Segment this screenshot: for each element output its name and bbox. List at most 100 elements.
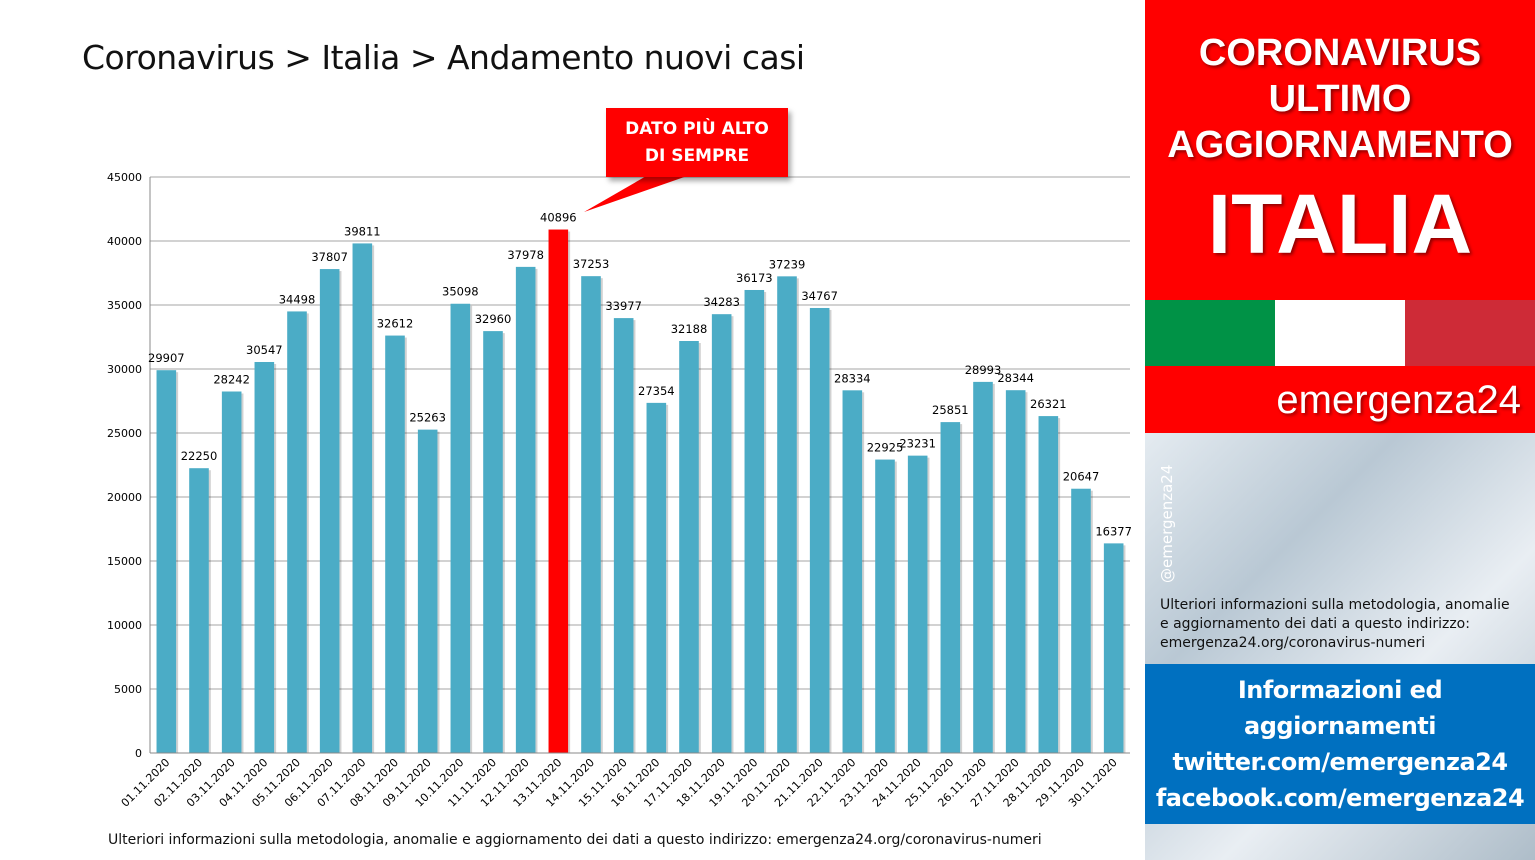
bar-shadow — [535, 268, 538, 753]
bar-shadow — [306, 313, 309, 753]
data-label: 30547 — [246, 343, 283, 357]
data-label: 40896 — [540, 211, 577, 225]
info-line-2: aggiornamenti — [1244, 712, 1436, 740]
data-label: 25851 — [932, 403, 969, 417]
bar — [319, 269, 340, 753]
facebook-link[interactable]: facebook.com/emergenza24 — [1155, 784, 1525, 812]
bar — [842, 390, 863, 753]
flag-red-band — [1405, 300, 1535, 366]
bar-shadow — [437, 431, 440, 753]
bar-chart: 0 5000 10000 15000 20000 25000 30000 35000 40000… — [107, 171, 1132, 810]
header-line-italia: ITALIA — [1207, 177, 1473, 271]
bar-shadow — [666, 404, 669, 753]
data-label: 29907 — [148, 351, 185, 365]
data-label: 28242 — [213, 373, 250, 387]
bar-highlight — [548, 229, 569, 754]
y-tick-label: 25000 — [107, 427, 142, 440]
data-label: 37239 — [769, 257, 806, 271]
bar — [417, 429, 438, 753]
y-tick-label: 15000 — [107, 555, 142, 568]
data-label: 34283 — [703, 295, 740, 309]
bar-shadow — [208, 470, 211, 753]
bar-shadow — [992, 383, 995, 753]
bar-shadow — [600, 278, 603, 753]
bar — [646, 402, 667, 753]
bar — [287, 311, 307, 753]
bar — [483, 331, 503, 753]
bar — [744, 289, 765, 753]
data-label: 34767 — [801, 289, 838, 303]
info-line-1: Informazioni ed — [1237, 676, 1443, 704]
bar — [515, 266, 536, 753]
y-tick-label: 20000 — [107, 491, 142, 504]
y-tick-label: 45000 — [107, 171, 142, 184]
bar-shadow — [829, 309, 832, 753]
y-tick-label: 0 — [135, 747, 142, 760]
bar — [1071, 488, 1091, 753]
bar-shadow — [764, 291, 767, 753]
data-label: 28334 — [834, 371, 871, 385]
data-label: 32188 — [671, 322, 708, 336]
bar-shadow — [176, 372, 179, 753]
twitter-link[interactable]: twitter.com/emergenza24 — [1172, 748, 1508, 776]
data-label: 34498 — [279, 292, 316, 306]
data-label: 39811 — [344, 224, 381, 238]
y-tick-label: 40000 — [107, 235, 142, 248]
bar — [613, 318, 634, 753]
data-label: 25263 — [409, 411, 446, 425]
y-tick-label: 35000 — [107, 299, 142, 312]
bar-shadow — [894, 461, 897, 753]
data-label: 23231 — [899, 437, 936, 451]
info-sidebar: CORONAVIRUS ULTIMO AGGIORNAMENTO ITALIA … — [1145, 0, 1535, 860]
bar-shadow — [731, 316, 734, 753]
data-label: 28344 — [997, 371, 1034, 385]
bar-shadow — [633, 320, 636, 753]
italian-flag — [1145, 300, 1535, 366]
bar-shadow — [502, 333, 505, 753]
flag-green-band — [1145, 300, 1275, 366]
header-line-coronavirus: CORONAVIRUS — [1198, 32, 1482, 74]
flag-white-band — [1275, 300, 1405, 366]
bar-shadow — [960, 424, 963, 753]
callout-line-1: DATO PIÙ ALTO — [625, 119, 769, 139]
grid-lines — [150, 176, 1130, 754]
bar — [940, 422, 961, 753]
data-label: 22250 — [181, 449, 218, 463]
bars — [156, 229, 1126, 754]
bar — [875, 459, 895, 753]
data-label: 37978 — [507, 248, 544, 262]
methodology-note: Ulteriori informazioni sulla metodologia… — [108, 832, 1042, 848]
data-label: 28993 — [965, 363, 1002, 377]
bar — [156, 370, 177, 753]
panel-methodology-note: Ulteriori informazioni sulla metodologia… — [1160, 596, 1532, 653]
bar-shadow — [1025, 392, 1028, 753]
bar — [352, 243, 373, 754]
bar — [907, 455, 928, 753]
bar — [581, 276, 601, 753]
bar-shadow — [274, 363, 277, 753]
page-title: Coronavirus > Italia > Andamento nuovi c… — [82, 38, 805, 77]
data-label: 16377 — [1095, 524, 1132, 538]
bar-shadow — [862, 392, 865, 753]
y-tick-label: 30000 — [107, 363, 142, 376]
highlight-callout: DATO PIÙ ALTO DI SEMPRE — [606, 108, 788, 177]
bar-shadow — [1090, 490, 1093, 753]
bar-shadow — [372, 245, 375, 754]
handle-text: @emergenza24 — [1158, 465, 1176, 583]
data-label: 32960 — [475, 312, 512, 326]
social-links-box: Informazioni ed aggiornamenti twitter.co… — [1145, 664, 1535, 824]
y-tick-label: 5000 — [114, 683, 142, 696]
panel-note-line-2: e aggiornamento dei dati a questo indiri… — [1160, 616, 1470, 632]
y-tick-label: 10000 — [107, 619, 142, 632]
bar-shadow — [339, 271, 342, 753]
data-label: 26321 — [1030, 397, 1067, 411]
panel-note-line-1: Ulteriori informazioni sulla metodologia… — [1160, 597, 1510, 613]
bar-shadow — [241, 393, 244, 753]
data-label: 35098 — [442, 285, 479, 299]
handle-label: @emergenza24 — [1158, 465, 1176, 583]
bar — [809, 307, 830, 753]
bar-shadow — [1123, 545, 1126, 753]
header-line-ultimo: ULTIMO — [1268, 78, 1412, 120]
callout-pointer — [584, 175, 690, 212]
bar — [1103, 543, 1124, 753]
